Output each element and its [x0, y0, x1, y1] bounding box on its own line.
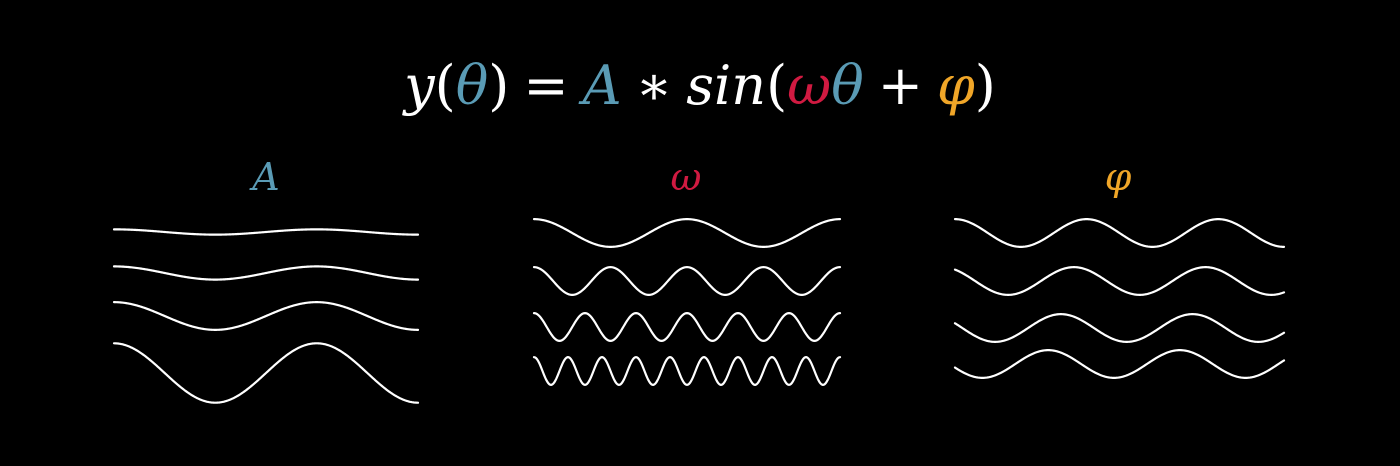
panel-omega	[532, 218, 842, 386]
eq-sin: sin	[686, 54, 767, 117]
eq-plus: +	[877, 54, 923, 117]
eq-y: y	[404, 54, 435, 117]
wave-omega-1	[532, 218, 842, 248]
wave-amplitude-1	[112, 228, 420, 236]
wave-amplitude-4	[112, 342, 420, 404]
wave-phase-2	[953, 266, 1286, 296]
eq-open-paren-2: (	[766, 54, 788, 117]
panel-amplitude	[112, 228, 420, 404]
eq-close-paren-2: )	[974, 54, 996, 117]
eq-close-paren: )	[488, 54, 510, 117]
wave-omega-4	[532, 356, 842, 386]
wave-omega-3	[532, 312, 842, 342]
wave-amplitude-3	[112, 301, 420, 331]
eq-theta-2: θ	[831, 54, 864, 117]
eq-phi: φ	[936, 54, 975, 117]
equation: y(θ) = A ∗ sin(ωθ + φ)	[0, 46, 1400, 126]
wave-omega-2	[532, 266, 842, 296]
eq-omega: ω	[787, 54, 832, 117]
panel-label-phase: φ	[1104, 155, 1132, 199]
eq-times: ∗	[635, 54, 673, 117]
panel-phase	[953, 218, 1286, 379]
wave-phase-3	[953, 313, 1286, 343]
wave-phase-1	[953, 218, 1286, 248]
eq-amplitude: A	[582, 54, 622, 117]
wave-phase-4	[953, 349, 1286, 379]
wave-amplitude-2	[112, 265, 420, 281]
eq-equals: =	[523, 54, 569, 117]
panel-label-omega: ω	[670, 155, 702, 199]
eq-open-paren: (	[434, 54, 456, 117]
panel-label-amplitude: A	[252, 155, 280, 199]
eq-theta: θ	[455, 54, 489, 117]
